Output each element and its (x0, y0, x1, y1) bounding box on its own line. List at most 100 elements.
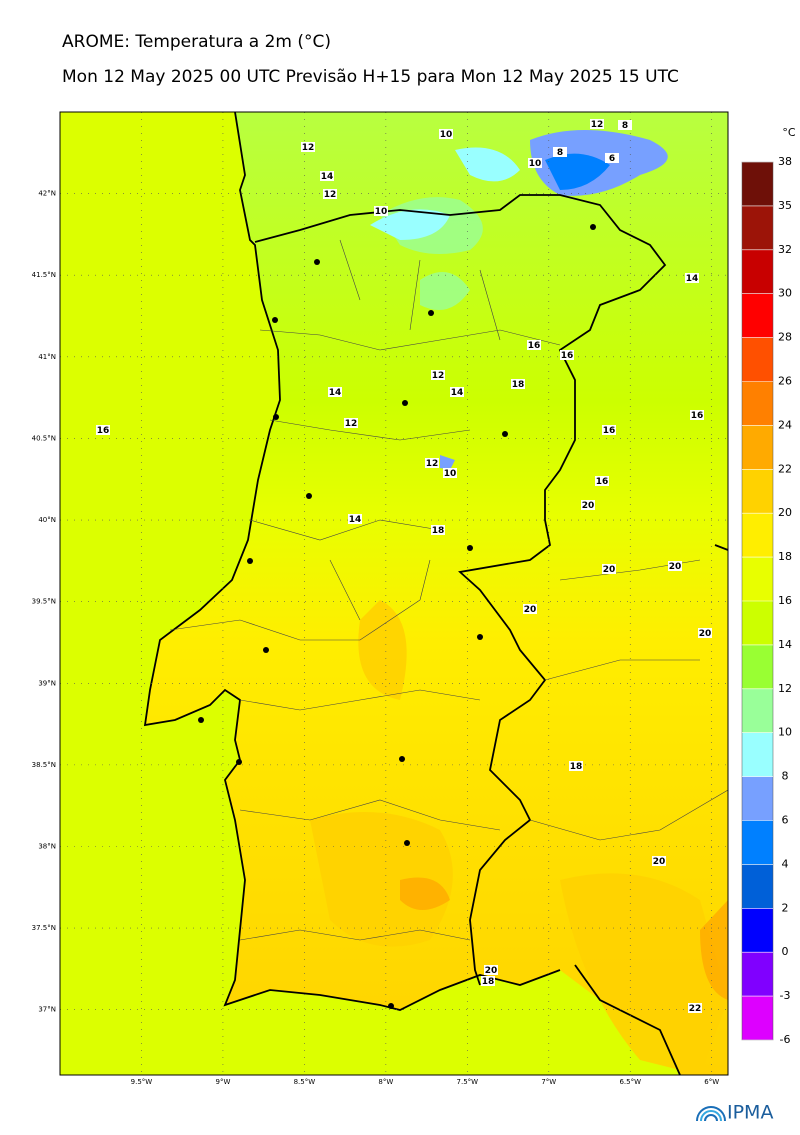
colorbar-bin (742, 381, 773, 426)
colorbar-bin (742, 337, 773, 382)
contour-label-box (450, 387, 464, 397)
contour-label: 12 (591, 120, 604, 130)
colorbar-bin (742, 557, 773, 601)
colorbar-bin (742, 469, 773, 514)
colorbar-tick-label: 14 (778, 638, 792, 651)
contour-label-box (602, 425, 616, 435)
contour-label-box (569, 761, 583, 771)
contour-label: 18 (570, 762, 583, 772)
contour-label-box (484, 965, 498, 975)
x-tick-label: 6°W (704, 1078, 719, 1086)
y-tick-label: 42°N (38, 190, 56, 198)
title: AROME: Temperatura a 2m (°C) (62, 32, 331, 52)
contour-label: 14 (321, 172, 334, 182)
contour-label-box (602, 564, 616, 574)
cities (198, 224, 596, 1009)
y-tick-label: 37°N (38, 1006, 56, 1014)
logo-text: IPMA (727, 1102, 773, 1124)
x-tick-label: 7°W (541, 1078, 556, 1086)
contour-label: 14 (349, 515, 362, 525)
colorbar-tick-label: 32 (778, 243, 792, 256)
colorbar-bin (742, 996, 773, 1040)
contour-label: 14 (451, 388, 464, 398)
contour-label-box (344, 418, 358, 428)
colorbar-bin (742, 776, 773, 821)
y-tick-label: 40°N (38, 516, 56, 524)
colorbar-tick-label: 22 (778, 462, 792, 475)
y-tick-label: 41°N (38, 353, 56, 361)
contour-label: 10 (444, 469, 457, 479)
map-frame (59, 111, 729, 1076)
contour-label-box (523, 604, 537, 614)
colorbar-tick-label: 30 (778, 287, 792, 300)
contour-label-box (481, 976, 495, 986)
colorbar-tick-label: -3 (780, 989, 791, 1002)
contour-label: 12 (324, 190, 337, 200)
contour-label-box (348, 514, 362, 524)
contour-label-box (425, 458, 439, 468)
contour-label: 14 (329, 388, 342, 398)
colorbar-tick-label: 2 (782, 901, 789, 914)
contour-label-box (320, 171, 334, 181)
colorbar-bin (742, 601, 773, 645)
colorbar-bin (742, 688, 773, 733)
contour-label-box (685, 273, 699, 283)
colorbar-bin (742, 293, 773, 338)
contour-label: 16 (596, 477, 609, 487)
contour-label-box (595, 476, 609, 486)
contour-label: 16 (528, 341, 541, 351)
contour-label-box (528, 158, 542, 168)
contour-label-box (698, 628, 712, 638)
colorbar-tick-label: 10 (778, 726, 792, 739)
colorbar-bin (742, 864, 773, 909)
contour-label-box (618, 120, 632, 130)
contour-label: 10 (375, 207, 388, 217)
contour-label-box (652, 856, 666, 866)
contour-label-box (301, 142, 315, 152)
colorbar-bin (742, 425, 773, 470)
contour-label: 22 (689, 1004, 702, 1014)
contour-label: 20 (524, 605, 537, 615)
y-tick-label: 39°N (38, 679, 56, 687)
contour-label: 16 (97, 426, 110, 436)
contour-label-box (581, 500, 595, 510)
contour-label: 6 (609, 154, 615, 164)
colorbar-bin (742, 513, 773, 558)
contour-label: 20 (582, 501, 595, 511)
x-tick-label: 8.5°W (294, 1078, 316, 1086)
contour-label-box (668, 561, 682, 571)
y-tick-label: 38°N (38, 842, 56, 850)
contour-label: 20 (603, 565, 616, 575)
subtitle: Mon 12 May 2025 00 UTC Previsão H+15 par… (62, 67, 679, 87)
contour-label-box (553, 147, 567, 157)
contour-label: 16 (561, 351, 574, 361)
colorbar-bin (742, 644, 773, 689)
colorbar-bin (742, 952, 773, 997)
contour-label-box (431, 370, 445, 380)
contour-label: 20 (485, 966, 498, 976)
logo: IPMA (696, 1102, 773, 1124)
contour-label-box (328, 387, 342, 397)
contour-label: 12 (432, 371, 445, 381)
contour-label-box (605, 153, 619, 163)
contour-label: 20 (669, 562, 682, 572)
contour-label: 12 (302, 143, 315, 153)
contour-label: 12 (426, 459, 439, 469)
colorbar-tick-label: 24 (778, 418, 792, 431)
contour-label-box (323, 189, 337, 199)
colorbar-bin (742, 732, 773, 777)
colorbar-tick-label: 12 (778, 682, 792, 695)
colorbar-tick-label: -6 (780, 1033, 791, 1046)
colorbar-tick-label: 20 (778, 506, 792, 519)
y-tick-label: 41.5°N (32, 271, 56, 279)
colorbar-bin (742, 162, 773, 206)
colorbar-tick-label: 4 (782, 857, 789, 870)
colorbar-tick-label: 16 (778, 594, 792, 607)
colorbar-tick-label: 18 (778, 550, 792, 563)
colorbar-tick-label: 38 (778, 155, 792, 168)
colorbar-tick-label: 6 (782, 814, 789, 827)
land (145, 112, 728, 1075)
x-tick-label: 6.5°W (619, 1078, 641, 1086)
